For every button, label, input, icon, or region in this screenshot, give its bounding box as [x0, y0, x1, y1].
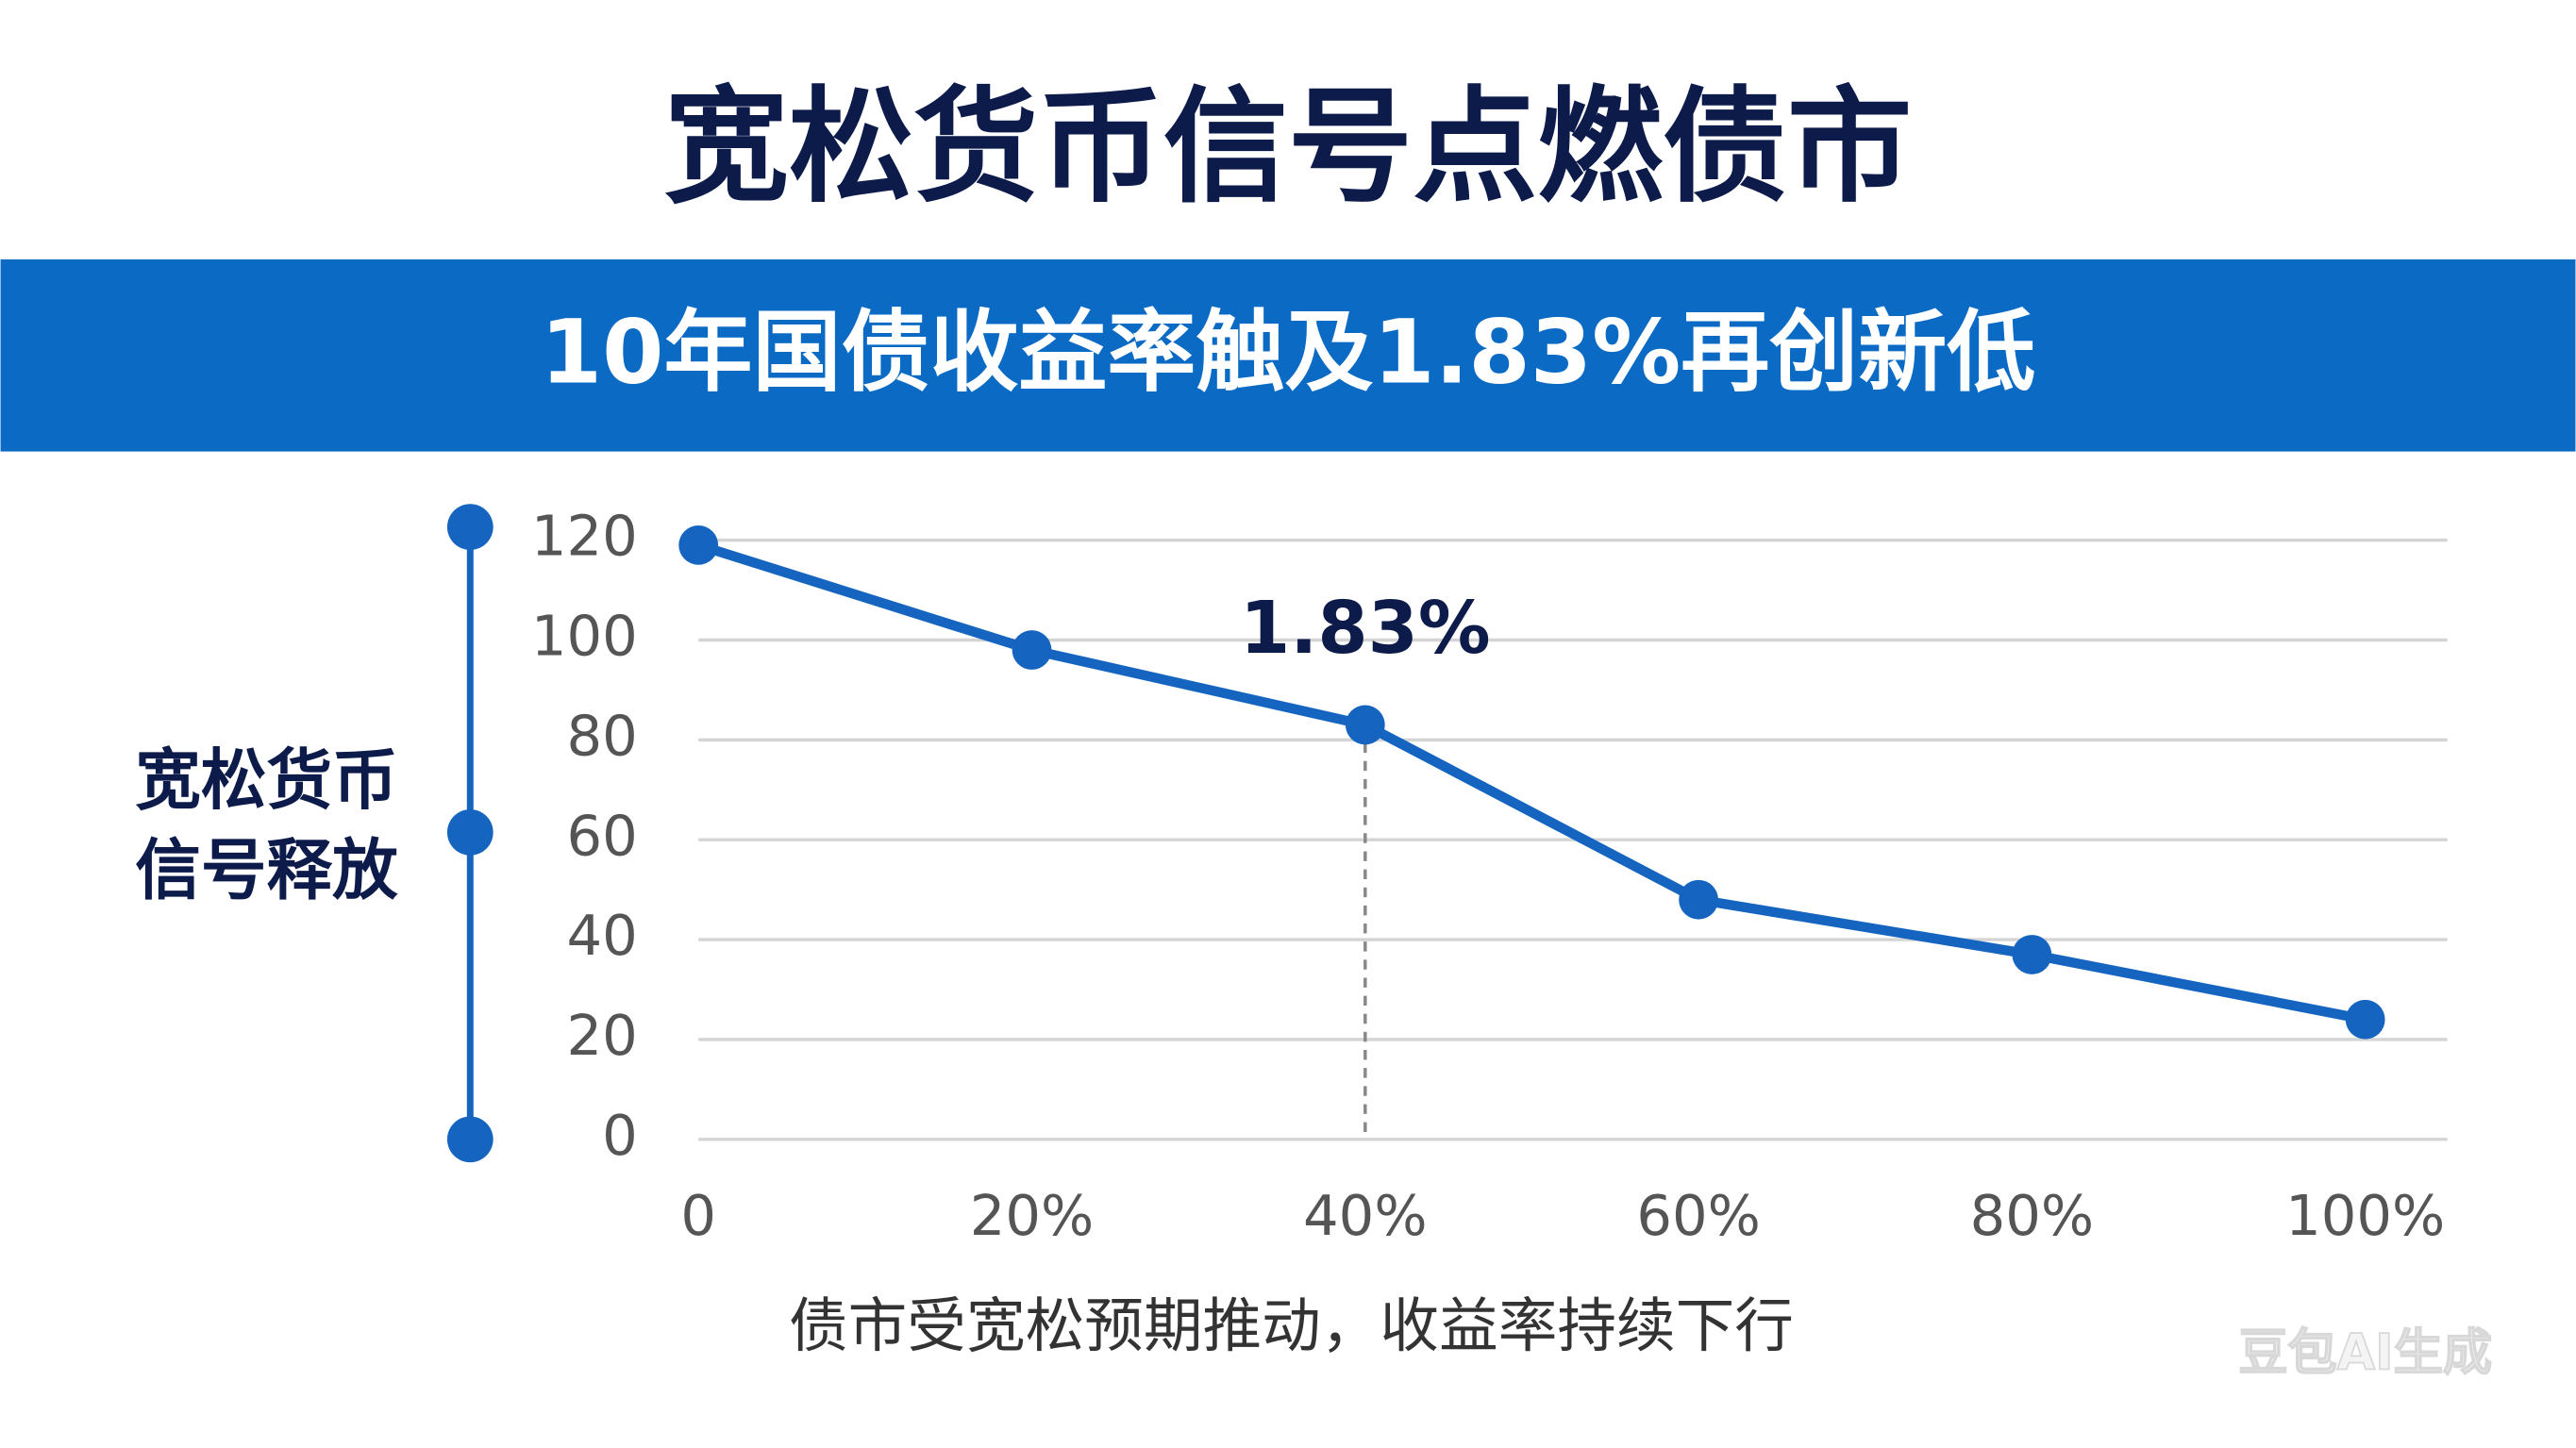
chart-title: 宽松货币信号点燃债市 [664, 75, 1913, 220]
data-point [1345, 705, 1385, 745]
y-axis-label: 信号释放 [135, 833, 398, 909]
y-axis-label: 宽松货币 [135, 742, 397, 819]
y-tick-label: 20 [567, 1003, 638, 1068]
y-tick-label: 60 [567, 803, 638, 868]
data-point [2012, 935, 2052, 974]
y-tick-label: 120 [531, 504, 638, 569]
y-tick-label: 0 [602, 1103, 638, 1168]
data-point [1679, 879, 1718, 920]
x-tick-label: 80% [1970, 1183, 2094, 1248]
data-point [1012, 630, 1052, 670]
y-tick-label: 40 [567, 903, 638, 968]
x-tick-label: 100% [2285, 1183, 2445, 1248]
y-tick-label: 100 [531, 604, 638, 669]
data-point [678, 524, 719, 565]
caption: 债市受宽松预期推动，收益率持续下行 [789, 1291, 1794, 1360]
data-point [2345, 999, 2385, 1040]
x-tick-label: 20% [970, 1183, 1094, 1248]
decor-dot [446, 1116, 493, 1163]
data-line [696, 540, 2367, 1024]
y-tick-label: 80 [567, 703, 638, 768]
decor-dot [446, 504, 493, 551]
x-tick-label: 40% [1303, 1183, 1427, 1248]
x-tick-label: 0 [680, 1183, 716, 1248]
watermark: 豆包AI生成 [2238, 1325, 2492, 1382]
subtitle-banner [0, 258, 2576, 452]
annotation: 1.83% [1240, 587, 1491, 671]
decor-dot [446, 808, 493, 856]
chart-subtitle: 10年国债收益率触及1.83%再创新低 [541, 301, 2035, 404]
x-tick-label: 60% [1636, 1183, 1760, 1248]
